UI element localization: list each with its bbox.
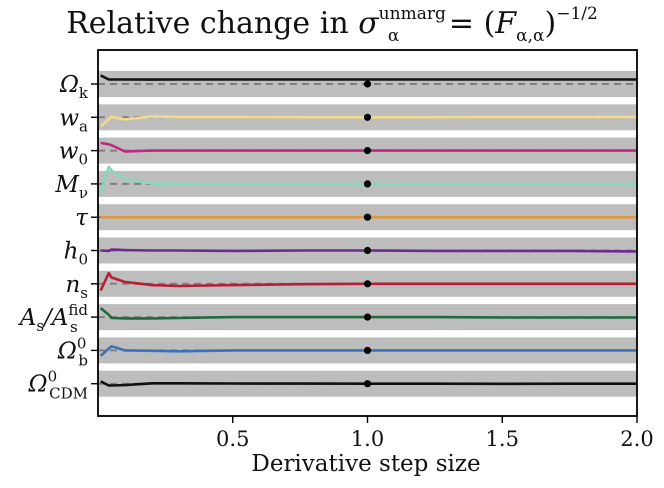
y-tick-label: w0 — [59, 139, 88, 169]
title-sigma: σ — [358, 6, 379, 41]
y-tick-label: Ω0 b — [57, 334, 88, 369]
reference-point — [363, 346, 372, 354]
reference-point — [363, 113, 372, 121]
series-line — [100, 74, 637, 81]
x-tick-label: 0.5 — [216, 427, 249, 451]
reference-point — [363, 280, 372, 288]
title-paren-open: ( — [483, 6, 496, 41]
series-line — [99, 115, 638, 128]
reference-point — [363, 313, 372, 321]
y-tick-label: Ωk — [59, 72, 89, 102]
y-tick-label: wa — [59, 105, 88, 135]
series-line — [99, 165, 637, 195]
y-tick-label: ns — [65, 272, 88, 302]
x-tick-label: 2.0 — [620, 427, 653, 451]
title-sub: α — [387, 26, 400, 46]
y-tick-label: Mν — [54, 172, 88, 202]
y-tick-label: Ω0 CDM — [28, 368, 89, 403]
title-equals: = — [448, 6, 475, 41]
reference-point — [363, 80, 372, 88]
x-tick-label: 1.5 — [486, 427, 519, 451]
series-line — [100, 380, 637, 387]
y-tick-label: h0 — [64, 239, 88, 269]
title-sup: unmarg — [378, 4, 446, 24]
x-axis-label: Derivative step size — [251, 451, 481, 477]
title-prefix: Relative change in — [66, 6, 349, 41]
series-line — [100, 141, 637, 153]
x-tick-label: 1.0 — [351, 427, 384, 451]
series-line — [100, 248, 638, 253]
y-tick-label: τ — [75, 205, 89, 231]
title-Fsub: α,α — [516, 26, 545, 46]
reference-point — [363, 147, 372, 155]
y-tick-label: As/Afid s — [18, 301, 89, 336]
title-paren-close: ) — [544, 6, 557, 41]
chart-title: Relative change in σunmargα = (Fα,α)−1/2 — [0, 4, 664, 46]
reference-point — [363, 380, 372, 388]
reference-point — [363, 213, 372, 221]
series-line — [99, 307, 637, 320]
series-line — [99, 344, 637, 357]
title-F: F — [495, 6, 517, 41]
series-line — [99, 271, 637, 292]
title-exponent: −1/2 — [556, 4, 598, 24]
reference-point — [363, 180, 372, 188]
reference-point — [363, 246, 372, 255]
